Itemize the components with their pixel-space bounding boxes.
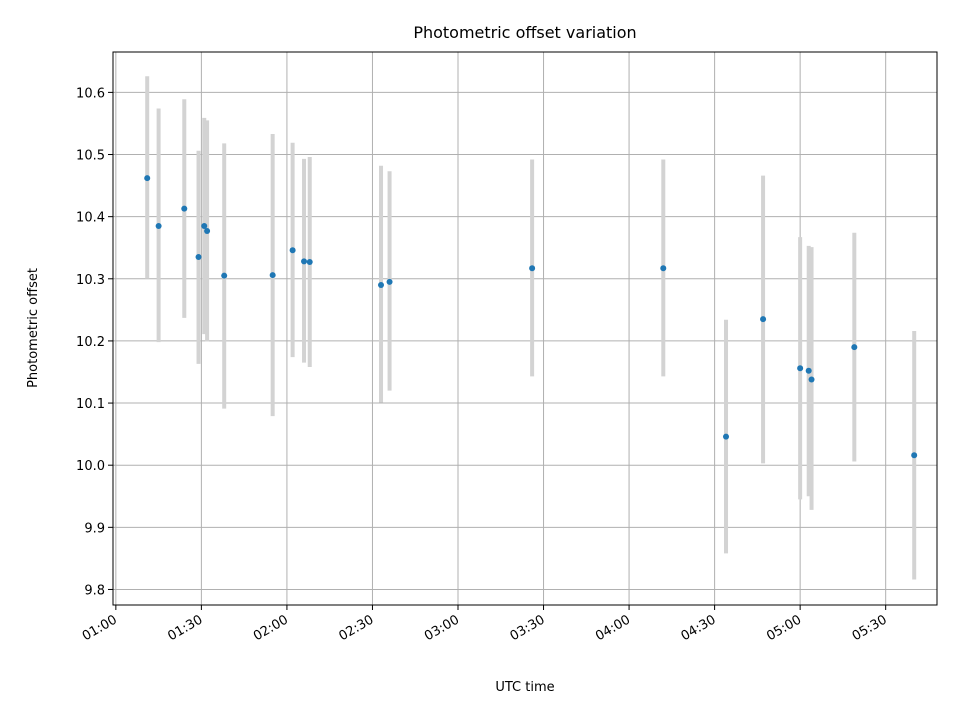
y-tick-label: 10.3 — [76, 273, 105, 288]
data-point — [155, 222, 162, 229]
data-point — [221, 272, 228, 279]
data-point — [851, 344, 858, 351]
y-tick-label: 10.2 — [76, 335, 105, 350]
data-point — [301, 258, 308, 265]
y-axis-label: Photometric offset — [26, 268, 41, 388]
point-layer — [144, 175, 918, 459]
data-point — [911, 452, 918, 459]
data-point — [660, 265, 667, 272]
data-point — [797, 365, 804, 372]
data-point — [306, 259, 313, 266]
y-tick-label: 10.6 — [76, 86, 105, 101]
chart-title: Photometric offset variation — [413, 23, 636, 42]
plot-area-frame — [112, 51, 938, 606]
data-point — [723, 433, 730, 440]
data-point — [808, 376, 815, 383]
data-point — [386, 278, 393, 285]
x-axis-label: UTC time — [495, 680, 554, 695]
y-tick-label: 10.5 — [76, 149, 105, 164]
data-point — [204, 227, 211, 234]
y-tick-label: 10.4 — [76, 211, 105, 226]
data-point — [760, 316, 767, 323]
data-point — [529, 265, 536, 272]
data-point — [805, 367, 812, 374]
data-point — [269, 272, 276, 279]
y-tick-label: 10.1 — [76, 397, 105, 412]
data-point — [195, 254, 202, 261]
data-point — [181, 205, 188, 212]
data-point — [144, 175, 151, 182]
y-tick-label: 9.9 — [84, 521, 105, 536]
data-point — [378, 282, 385, 289]
y-tick-label: 10.0 — [76, 459, 105, 474]
y-tick-label: 9.8 — [84, 583, 105, 598]
data-point — [289, 247, 296, 254]
data-point — [201, 222, 208, 229]
